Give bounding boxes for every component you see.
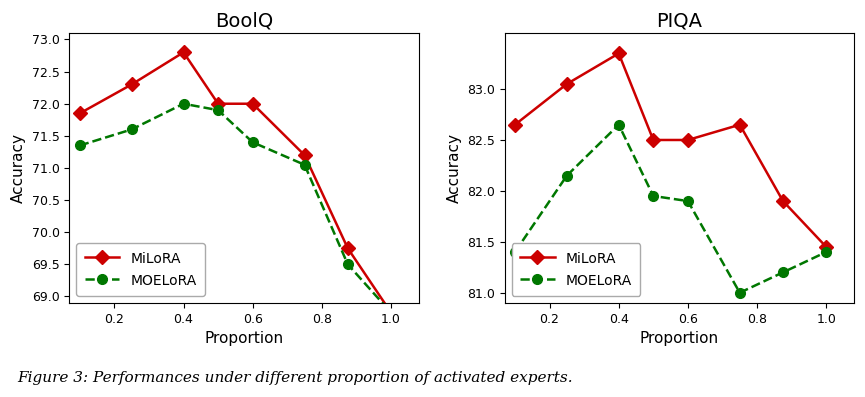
Line: MiLoRA: MiLoRA xyxy=(75,48,396,318)
Text: Figure 3: Performances under different proportion of activated experts.: Figure 3: Performances under different p… xyxy=(17,371,573,385)
MOELoRA xyxy=(509,250,520,254)
MiLoRA xyxy=(343,246,353,251)
MiLoRA xyxy=(778,198,788,203)
MOELoRA xyxy=(613,122,624,127)
Title: PIQA: PIQA xyxy=(657,11,702,30)
MiLoRA xyxy=(213,101,223,106)
MiLoRA xyxy=(299,153,310,158)
MOELoRA xyxy=(74,143,85,148)
Legend: MiLoRA, MOELoRA: MiLoRA, MOELoRA xyxy=(76,243,205,296)
MiLoRA xyxy=(126,82,137,87)
MiLoRA xyxy=(247,101,258,106)
MiLoRA xyxy=(648,138,658,143)
Legend: MiLoRA, MOELoRA: MiLoRA, MOELoRA xyxy=(511,243,640,296)
MOELoRA xyxy=(682,198,693,203)
MiLoRA xyxy=(613,51,624,56)
MOELoRA xyxy=(178,101,189,106)
MOELoRA xyxy=(821,250,831,254)
MOELoRA xyxy=(126,127,137,132)
MOELoRA xyxy=(734,290,745,295)
X-axis label: Proportion: Proportion xyxy=(204,331,284,346)
MOELoRA xyxy=(343,262,353,267)
MOELoRA xyxy=(648,194,658,198)
X-axis label: Proportion: Proportion xyxy=(640,331,719,346)
MOELoRA xyxy=(386,310,396,315)
Line: MiLoRA: MiLoRA xyxy=(510,48,831,252)
MOELoRA xyxy=(247,140,258,145)
MiLoRA xyxy=(74,111,85,116)
MiLoRA xyxy=(821,245,831,249)
Y-axis label: Accuracy: Accuracy xyxy=(11,133,26,203)
MiLoRA xyxy=(734,122,745,127)
MiLoRA xyxy=(178,50,189,55)
Y-axis label: Accuracy: Accuracy xyxy=(446,133,461,203)
MiLoRA xyxy=(682,138,693,143)
Line: MOELoRA: MOELoRA xyxy=(75,99,396,318)
Title: BoolQ: BoolQ xyxy=(215,11,273,30)
Line: MOELoRA: MOELoRA xyxy=(510,120,831,298)
MOELoRA xyxy=(561,173,572,178)
MOELoRA xyxy=(213,108,223,112)
MiLoRA xyxy=(509,122,520,127)
MOELoRA xyxy=(778,270,788,275)
MOELoRA xyxy=(299,162,310,167)
MiLoRA xyxy=(561,82,572,87)
MiLoRA xyxy=(386,310,396,315)
